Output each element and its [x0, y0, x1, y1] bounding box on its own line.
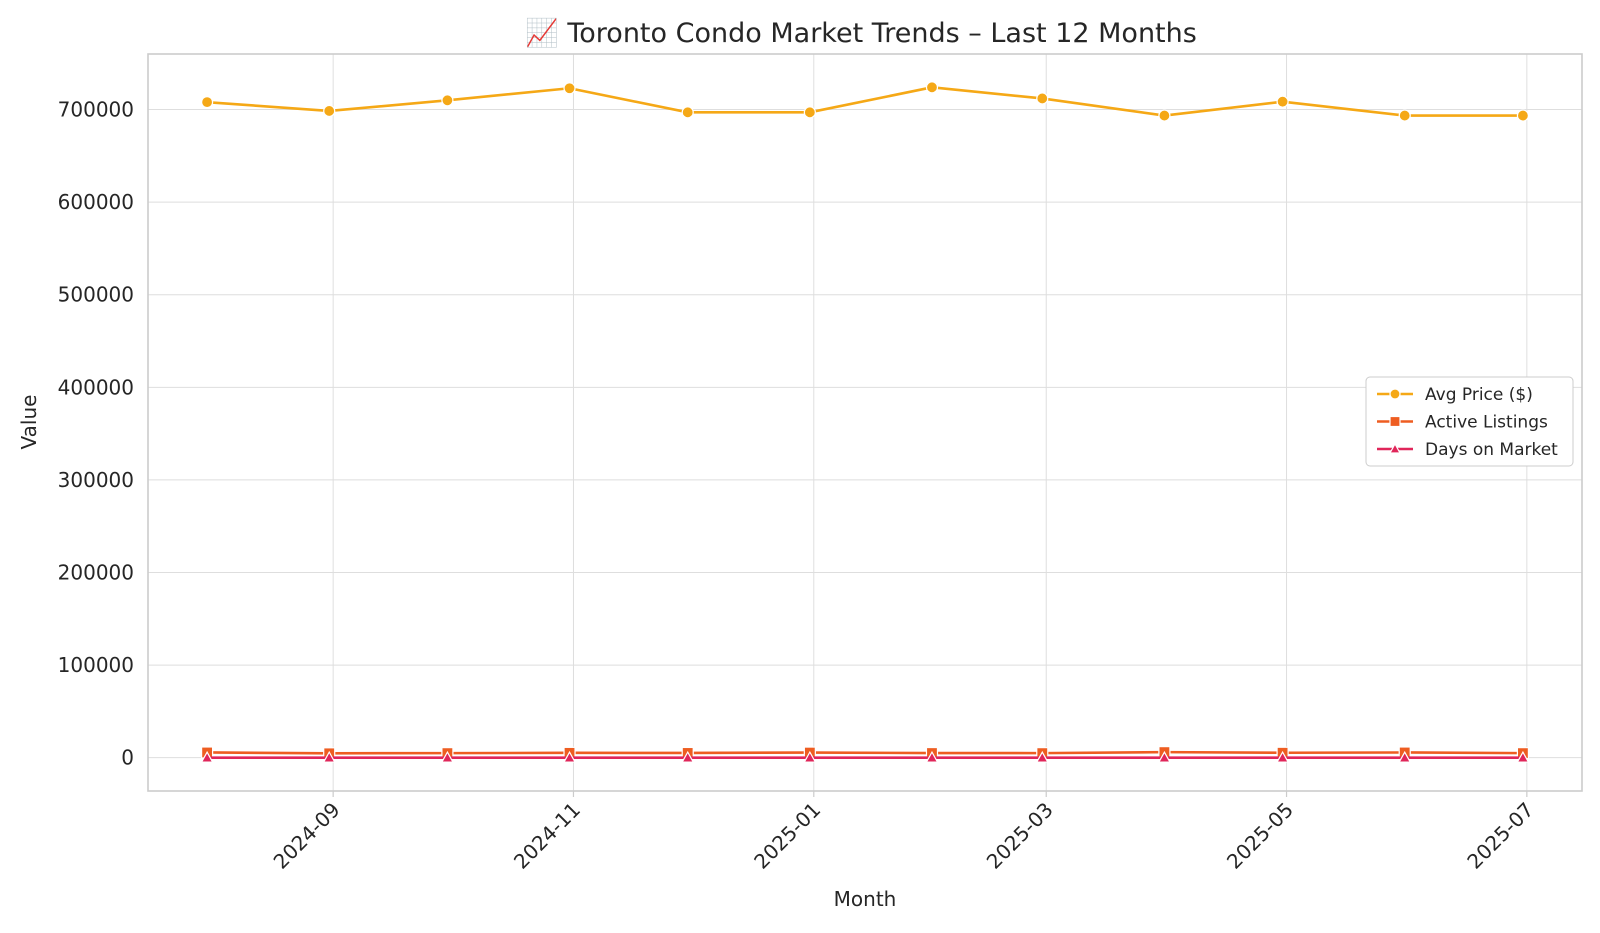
legend-item: Days on Market	[1377, 440, 1558, 460]
chart-title: 📈 Toronto Condo Market Trends – Last 12 …	[525, 17, 1197, 49]
data-point	[1388, 442, 1402, 454]
y-tick-label: 200000	[58, 560, 134, 584]
y-tick-label: 600000	[58, 190, 134, 214]
y-tick-label: 100000	[58, 653, 134, 677]
y-axis-ticks: 0 100000 200000 300000 400000 500000 600000 700…	[58, 98, 134, 770]
data-point	[200, 96, 214, 109]
data-point	[1036, 92, 1049, 105]
legend-label: Active Listings	[1425, 413, 1548, 433]
x-tick-label: 2025-03	[982, 798, 1058, 874]
series-line	[207, 86, 1523, 117]
y-tick-label: 500000	[58, 283, 134, 307]
series-line	[207, 750, 1523, 755]
legend-box	[1365, 376, 1574, 467]
x-tick-label: 2025-05	[1222, 798, 1298, 874]
y-tick-label: 400000	[58, 375, 134, 399]
series-2	[200, 750, 1530, 763]
legend-item: Active Listings	[1377, 413, 1548, 433]
data-point	[1276, 750, 1290, 763]
y-axis-label: Value	[17, 395, 41, 450]
legend-label: Days on Market	[1425, 440, 1558, 460]
x-tick-label: 2025-07	[1462, 798, 1538, 874]
data-point	[1276, 95, 1289, 108]
data-point	[441, 94, 454, 107]
data-point	[440, 750, 454, 763]
legend: Avg Price ($) Active Listings Days on Mark…	[1365, 376, 1574, 467]
series-0	[200, 81, 1530, 122]
y-tick-label: 700000	[58, 98, 134, 122]
data-point	[1516, 109, 1530, 122]
data-point	[681, 106, 694, 119]
x-axis-ticks: 2024-09 2024-11 2025-01 2025-03 2025-05 2025-…	[269, 791, 1538, 874]
data-point	[803, 750, 817, 763]
x-axis-label: Month	[834, 887, 897, 911]
data-point	[1398, 750, 1412, 763]
plot-frame	[147, 53, 1583, 792]
series-group	[200, 81, 1530, 763]
x-tick-label: 2024-11	[509, 798, 585, 874]
data-point	[1516, 750, 1530, 763]
legend-label: Avg Price ($)	[1425, 385, 1533, 405]
data-point	[323, 104, 336, 118]
data-point	[563, 82, 576, 95]
data-point	[681, 750, 695, 763]
data-point	[925, 81, 939, 94]
data-point	[1157, 750, 1171, 763]
data-point	[1035, 750, 1049, 763]
x-tick-label: 2024-09	[269, 798, 345, 874]
y-tick-label: 300000	[58, 468, 134, 492]
data-point	[1158, 109, 1171, 122]
data-point	[200, 750, 214, 763]
data-point	[563, 750, 577, 763]
legend-item: Avg Price ($)	[1377, 385, 1533, 405]
data-point	[322, 750, 336, 763]
x-tick-label: 2025-01	[749, 798, 825, 874]
data-point	[1389, 415, 1401, 428]
data-point	[1389, 388, 1401, 400]
data-point	[803, 106, 816, 119]
data-point	[925, 750, 939, 763]
data-point	[1398, 109, 1411, 122]
y-tick-label: 0	[121, 746, 134, 770]
